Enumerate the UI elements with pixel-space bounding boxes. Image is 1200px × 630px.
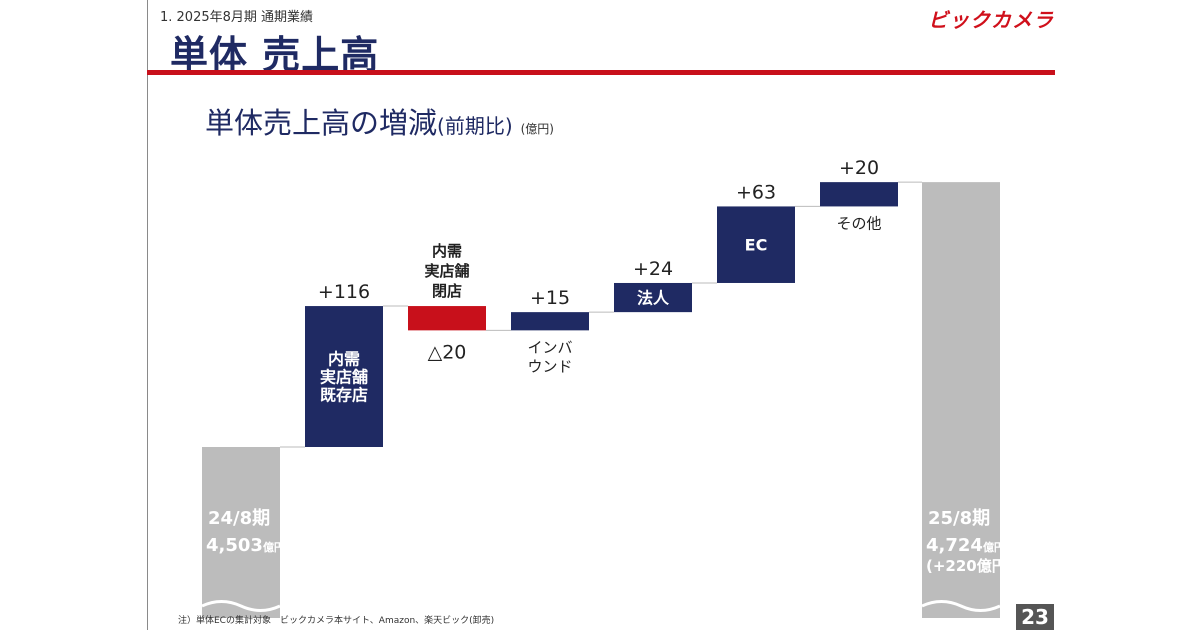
step-label-2-3: 閉店 — [432, 282, 462, 300]
start-value-label: 4,503億円 — [206, 535, 285, 556]
header-divider — [147, 70, 1055, 75]
value-label-1: +116 — [318, 281, 370, 303]
page-title: 単体 売上高 — [170, 33, 380, 77]
bar-step-6 — [820, 182, 898, 207]
end-diff-label: (+220億円) — [926, 557, 1014, 575]
footnote: 注）単体ECの集計対象 ビックカメラ本サイト、Amazon、楽天ビック(卸売) — [178, 616, 495, 626]
bar-step-2 — [408, 306, 486, 331]
start-period-label: 24/8期 — [208, 508, 270, 529]
bar-end — [922, 182, 1000, 618]
bar-step-5 — [717, 206, 795, 283]
page-number: 23 — [1016, 604, 1054, 630]
break-mark-end — [921, 600, 1001, 612]
value-label-3: +15 — [530, 287, 570, 309]
step-label-3-2: ウンド — [527, 357, 572, 375]
left-border — [147, 0, 148, 630]
end-value-label: 4,724億円 — [926, 535, 1005, 556]
bar-step-1 — [305, 306, 383, 447]
step-label-1-1: 内需 — [328, 350, 360, 369]
bar-step-4 — [614, 282, 692, 313]
unit-label: (億円) — [520, 122, 554, 136]
section-title: 単体売上高の増減(前期比) (億円) — [205, 100, 554, 142]
step-label-2-2: 実店舗 — [424, 262, 469, 280]
step-label-6-1: その他 — [836, 214, 881, 232]
section-title-text: 単体売上高の増減 — [205, 106, 438, 140]
step-label-1-2: 実店舗 — [320, 368, 368, 387]
break-mark-start — [201, 600, 281, 612]
step-label-1-3: 既存店 — [320, 386, 368, 405]
step-label-5-1: EC — [745, 236, 768, 255]
breadcrumb: 1. 2025年8月期 通期業績 — [160, 10, 314, 25]
brand-logo: ビックカメラ — [928, 8, 1054, 32]
bar-start — [202, 447, 280, 618]
value-label-6: +20 — [839, 157, 879, 179]
step-label-3-1: インバ — [527, 338, 572, 356]
bar-step-3 — [511, 312, 589, 331]
step-label-2-1: 内需 — [432, 242, 462, 260]
end-period-label: 25/8期 — [928, 508, 990, 529]
value-label-2: △20 — [428, 341, 467, 363]
value-label-5: +63 — [736, 181, 776, 203]
value-label-4: +24 — [633, 258, 673, 280]
step-label-4-1: 法人 — [637, 289, 670, 308]
section-title-paren: (前期比) — [437, 114, 513, 138]
